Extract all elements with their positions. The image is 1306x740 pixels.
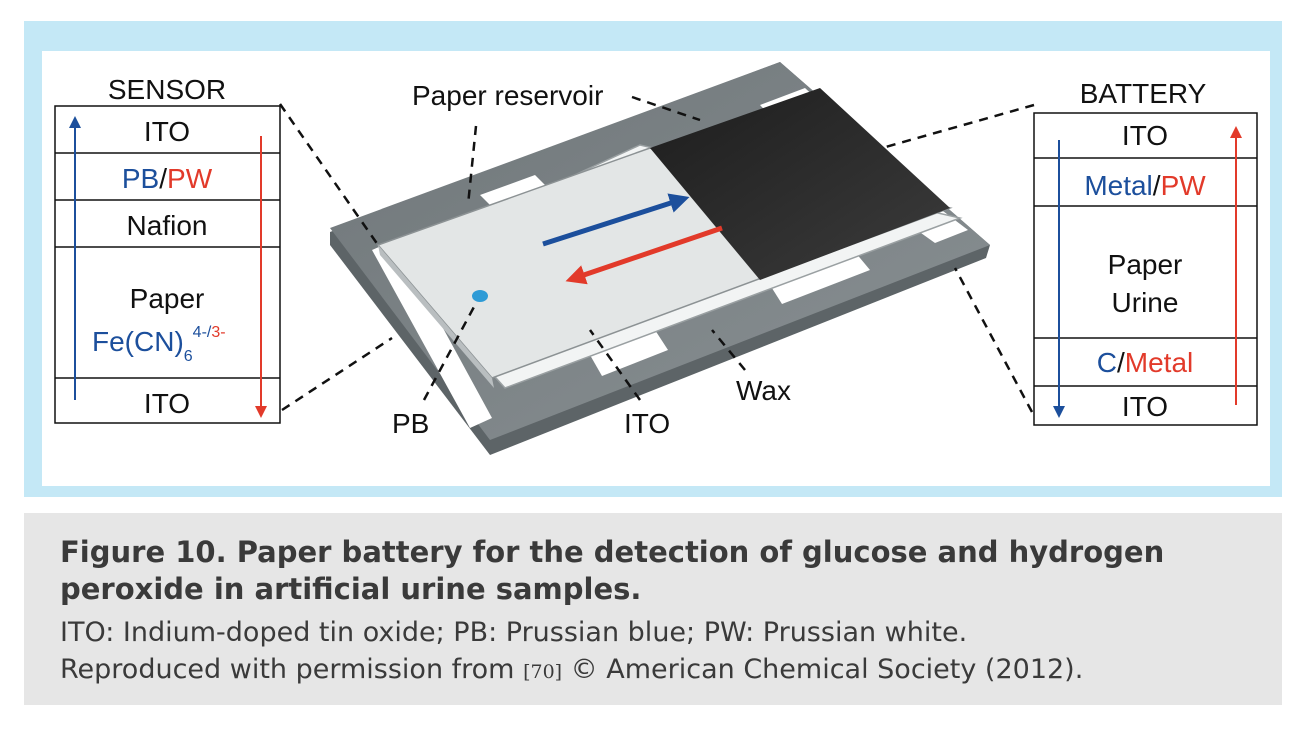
leader-battery-bottom	[953, 267, 1034, 413]
battery-slash-text: /	[1153, 170, 1161, 201]
battery-box	[1033, 112, 1258, 426]
battery-pw-text: PW	[1161, 170, 1207, 201]
sensor-layer-nafion: Nafion	[127, 210, 208, 241]
sensor-fe-sup-a: 4-/	[193, 324, 212, 341]
label-wax: Wax	[736, 375, 791, 406]
sensor-fe-text: Fe(CN)	[92, 326, 184, 357]
battery-layer-paper: Paper	[1108, 249, 1183, 280]
sensor-stack: SENSOR ITO PB/PW Nafion Paper Fe(CN)64-/…	[54, 74, 281, 424]
red-current-arrow	[565, 225, 723, 285]
battery-title: BATTERY	[1080, 78, 1207, 109]
caption-abbreviations: ITO: Indium-doped tin oxide; PB: Prussia…	[60, 617, 968, 648]
sensor-layer-ito-bottom: ITO	[144, 388, 190, 419]
battery-metal-b-text: Metal	[1125, 347, 1193, 378]
caption-reference[interactable]: [70]	[523, 661, 563, 683]
battery-layer-ito-top: ITO	[1122, 120, 1168, 151]
leader-ito	[588, 329, 642, 401]
leader-battery-top	[881, 103, 1035, 150]
battery-layer-ito-bottom: ITO	[1122, 391, 1168, 422]
sensor-layer-ferricyanide: Fe(CN)64-/3-	[92, 324, 226, 365]
label-ito: ITO	[624, 408, 670, 439]
paper-battery-device	[330, 62, 990, 455]
figure-illustration: SENSOR ITO PB/PW Nafion Paper Fe(CN)64-/…	[54, 62, 1258, 455]
sensor-pb-text: PB	[122, 163, 159, 194]
wax-window-top-left	[480, 175, 545, 205]
caption-title: Figure 10. Paper battery for the detecti…	[60, 535, 1165, 606]
sensor-fe-subscript: 6	[184, 348, 193, 365]
caption-copyright: © American Chemical Society (2012).	[562, 654, 1084, 685]
label-paper-reservoir: Paper reservoir	[412, 80, 603, 111]
leader-pb	[422, 304, 477, 401]
blue-current-arrow	[542, 193, 690, 247]
leader-sensor-top	[278, 103, 380, 246]
sensor-slash-text: /	[159, 163, 167, 194]
battery-slash-b-text: /	[1117, 347, 1125, 378]
sensor-layer-pb-pw: PB/PW	[122, 163, 213, 194]
battery-layer-urine: Urine	[1112, 287, 1179, 318]
wax-window-bottom-left	[590, 330, 668, 376]
leader-sensor-bottom	[281, 336, 393, 412]
caption-box	[24, 513, 1282, 705]
battery-layer-metal-pw: Metal/PW	[1084, 170, 1206, 201]
battery-layer-c-metal: C/Metal	[1097, 347, 1193, 378]
battery-metal-text: Metal	[1084, 170, 1152, 201]
sensor-layer-paper: Paper	[130, 283, 205, 314]
battery-c-text: C	[1097, 347, 1117, 378]
label-pb: PB	[392, 408, 429, 439]
sensor-fe-sup-b: 3-	[211, 324, 225, 341]
wax-window-left	[372, 240, 492, 428]
leader-lines	[278, 95, 1035, 413]
pb-spot	[472, 290, 488, 302]
caption-permission: Reproduced with permission from [70] © A…	[60, 653, 1083, 689]
ito-edge	[378, 245, 494, 388]
sensor-title: SENSOR	[108, 74, 226, 105]
sensor-layer-ito-top: ITO	[144, 116, 190, 147]
battery-stack: BATTERY ITO Metal/PW Paper Urine C/Metal…	[1033, 78, 1258, 426]
wax-window-bottom-right	[770, 252, 870, 304]
leader-reservoir-a	[466, 125, 478, 206]
leader-reservoir-b	[631, 95, 701, 122]
battery-pad	[650, 88, 950, 280]
leader-wax	[711, 329, 746, 371]
sensor-pw-text: PW	[167, 163, 213, 194]
caption-permission-text: Reproduced with permission from	[60, 654, 524, 685]
sensor-box	[54, 105, 281, 424]
